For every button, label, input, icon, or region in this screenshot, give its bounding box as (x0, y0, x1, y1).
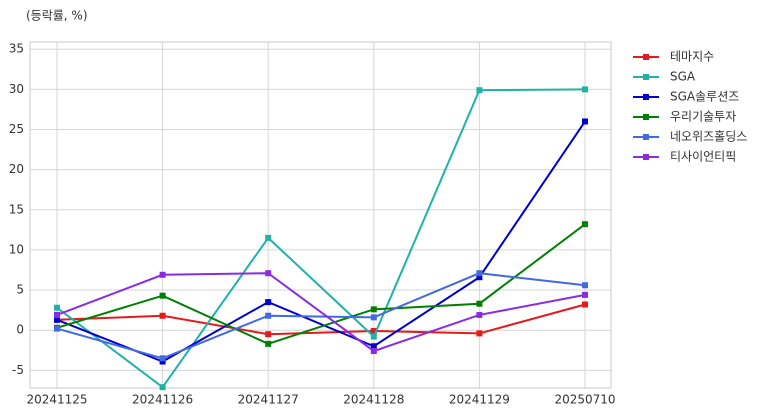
y-tick-label: 30 (9, 82, 24, 96)
y-tick-label: 0 (16, 323, 24, 337)
point (370, 343, 377, 350)
legend-label: 네오위즈홀딩스 (670, 130, 747, 144)
point (582, 301, 588, 308)
point (159, 292, 166, 299)
point (54, 311, 60, 318)
point (476, 87, 483, 94)
point (54, 304, 60, 311)
point (476, 300, 483, 307)
point (370, 306, 377, 313)
x-tick-label: 20241129 (449, 393, 510, 407)
legend-marker (643, 54, 649, 60)
point (582, 291, 588, 298)
series-line (56, 272, 586, 353)
point (265, 234, 272, 241)
point (159, 312, 166, 319)
point (54, 325, 60, 332)
point (265, 340, 272, 347)
y-tick-label: -5 (12, 363, 24, 377)
legend-label: SGA (670, 70, 696, 84)
point (265, 312, 272, 319)
plot-frame (29, 41, 612, 389)
legend-label: 우리기술투자 (670, 110, 736, 124)
series-line (56, 303, 586, 336)
y-tick-label: 25 (9, 122, 24, 136)
series-line (56, 272, 586, 360)
series-line (56, 88, 586, 389)
x-tick-label: 20250710 (554, 393, 615, 407)
point (582, 221, 588, 228)
legend-marker (643, 134, 649, 140)
point (159, 355, 166, 362)
y-tick-label: 15 (9, 202, 24, 216)
point (265, 270, 272, 277)
x-tick-label: 20241127 (238, 393, 299, 407)
y-tick-label: 20 (9, 162, 24, 176)
point (370, 328, 377, 335)
x-tick-label: 20241128 (343, 393, 404, 407)
point (370, 348, 377, 355)
point (476, 274, 483, 281)
point (265, 331, 272, 338)
point (582, 118, 588, 125)
point (159, 358, 166, 365)
point (476, 270, 483, 277)
point (265, 299, 272, 306)
x-tick-label: 20241126 (132, 393, 193, 407)
y-tick-label: 10 (9, 242, 24, 256)
y-tick-label: 5 (16, 283, 24, 297)
point (54, 316, 60, 323)
series-line (56, 223, 586, 345)
point (582, 86, 588, 93)
legend-label: 티사이언티픽 (670, 150, 736, 164)
legend-label: 테마지수 (670, 50, 714, 64)
legend-marker (643, 74, 649, 80)
point (159, 271, 166, 278)
point (582, 282, 588, 289)
point (370, 314, 377, 321)
legend-label: SGA솔루션즈 (670, 90, 739, 104)
y-tick-label: 35 (9, 42, 24, 56)
y-axis-label: (등락률, %) (26, 9, 88, 23)
point (476, 330, 483, 337)
legend-marker (643, 154, 649, 160)
point (370, 333, 377, 340)
legend-marker (643, 94, 649, 100)
point (476, 311, 483, 318)
legend-marker (643, 114, 649, 120)
point (159, 384, 166, 391)
series-line (56, 120, 586, 363)
x-tick-label: 20241125 (26, 393, 87, 407)
